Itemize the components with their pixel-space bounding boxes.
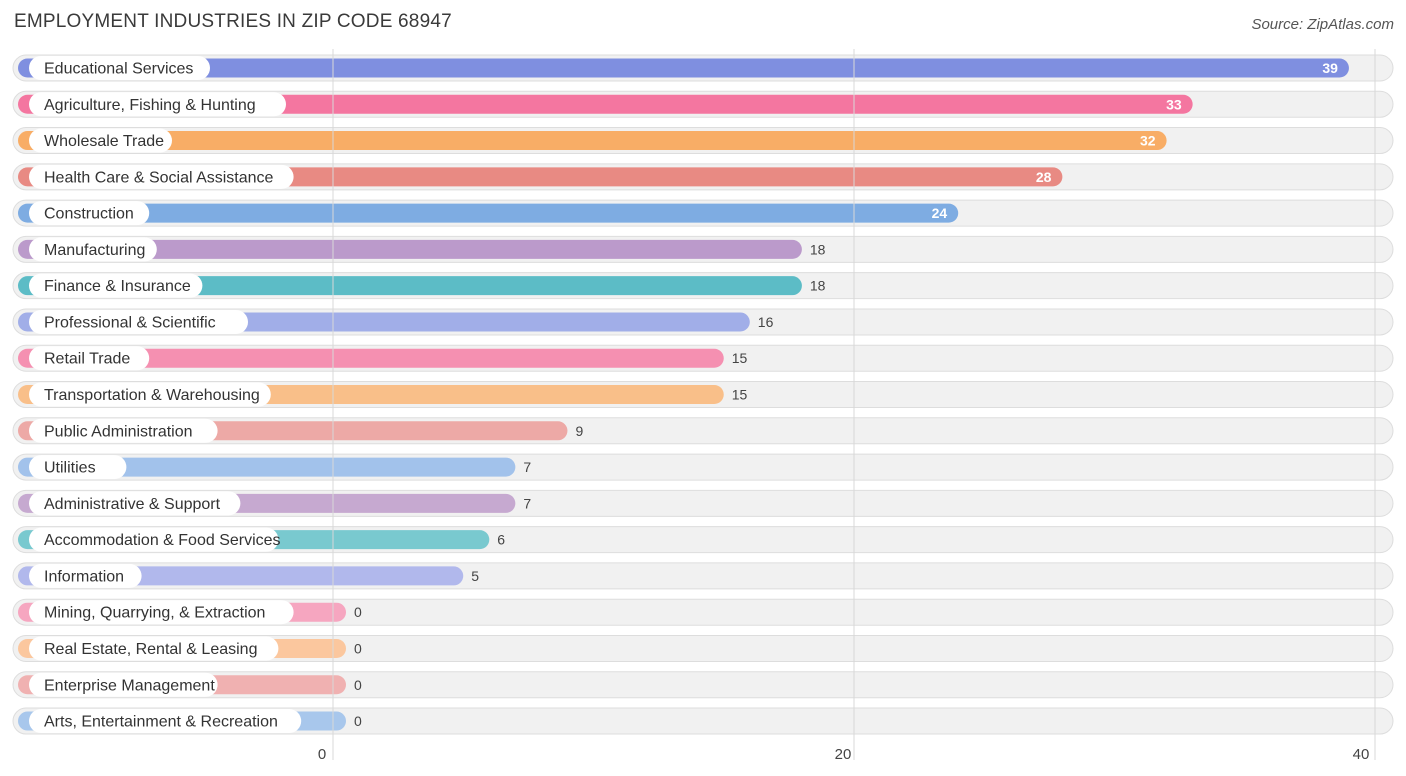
value-label: 7: [523, 495, 531, 511]
value-label: 0: [354, 640, 362, 656]
x-tick-label: 40: [1353, 746, 1370, 763]
bar: [18, 94, 1193, 114]
value-label: 24: [932, 205, 948, 221]
category-label-pill: [29, 491, 241, 516]
category-label-pill: [29, 672, 218, 697]
category-label: Mining, Quarrying, & Extraction: [44, 605, 265, 622]
bar: [18, 348, 724, 368]
bar: [18, 239, 802, 259]
category-label-pill: [29, 600, 294, 625]
category-label-pill: [29, 563, 142, 588]
value-label: 16: [758, 314, 774, 330]
category-label: Manufacturing: [44, 242, 145, 259]
bar-track: [12, 707, 1394, 735]
category-label-pill: [29, 164, 294, 189]
value-label: 0: [354, 677, 362, 693]
value-label: 6: [497, 532, 505, 548]
value-label: 32: [1140, 133, 1156, 149]
category-label-pill: [29, 455, 127, 480]
category-label: Construction: [44, 206, 134, 223]
category-label-pill: [29, 92, 286, 117]
category-label: Enterprise Management: [44, 677, 215, 694]
value-label: 0: [354, 604, 362, 620]
category-label: Wholesale Trade: [44, 133, 164, 150]
x-tick-label: 0: [318, 746, 326, 763]
bar: [18, 276, 802, 296]
category-label-pill: [29, 56, 210, 80]
value-label: 9: [575, 423, 583, 439]
value-label: 18: [810, 241, 826, 257]
chart-title: EMPLOYMENT INDUSTRIES IN ZIP CODE 68947: [14, 11, 452, 32]
category-label-pill: [29, 527, 279, 552]
category-label-pill: [29, 201, 150, 226]
category-label: Professional & Scientific: [44, 314, 216, 331]
category-label-pill: [29, 273, 203, 298]
bar-rows: Educational Services 39 Agriculture, Fishi…: [12, 54, 1394, 735]
category-label: Real Estate, Rental & Leasing: [44, 641, 257, 658]
bar-track: [12, 598, 1394, 626]
bar: [18, 457, 516, 477]
category-label: Finance & Insurance: [44, 278, 191, 295]
bar: [18, 203, 959, 223]
bar: [18, 58, 1349, 78]
bar: [18, 131, 1167, 151]
bar-track: [12, 671, 1394, 699]
category-label-pill: [29, 709, 302, 734]
chart-source: Source: ZipAtlas.com: [1251, 16, 1394, 33]
category-label: Health Care & Social Assistance: [44, 169, 274, 186]
value-label: 28: [1036, 169, 1052, 185]
x-axis-ticks: 0 20 40: [318, 746, 1370, 763]
category-label-pill: [29, 382, 271, 407]
value-label: 5: [471, 568, 479, 584]
category-label: Agriculture, Fishing & Hunting: [44, 97, 256, 114]
value-label: 15: [732, 350, 748, 366]
value-label: 33: [1166, 96, 1182, 112]
category-label: Transportation & Warehousing: [44, 387, 260, 404]
value-label: 18: [810, 278, 826, 294]
category-label: Educational Services: [44, 61, 193, 78]
category-label: Information: [44, 568, 124, 585]
value-label: 0: [354, 713, 362, 729]
grid-layer: [332, 49, 1376, 761]
category-label: Accommodation & Food Services: [44, 532, 281, 549]
category-label-pill: [29, 636, 279, 661]
value-label: 7: [523, 459, 531, 475]
category-label: Retail Trade: [44, 351, 130, 368]
category-label: Public Administration: [44, 423, 193, 440]
category-label: Utilities: [44, 460, 96, 477]
value-label: 39: [1322, 60, 1338, 76]
category-label-pill: [29, 346, 150, 371]
value-label: 15: [732, 387, 748, 403]
category-label-pill: [29, 418, 218, 443]
category-label: Arts, Entertainment & Recreation: [44, 714, 278, 731]
category-label-pill: [29, 309, 248, 334]
category-label-pill: [29, 128, 172, 153]
x-tick-label: 20: [835, 746, 852, 763]
category-label-pill: [29, 237, 157, 262]
category-label: Administrative & Support: [44, 496, 221, 513]
bar-track: [12, 634, 1394, 662]
